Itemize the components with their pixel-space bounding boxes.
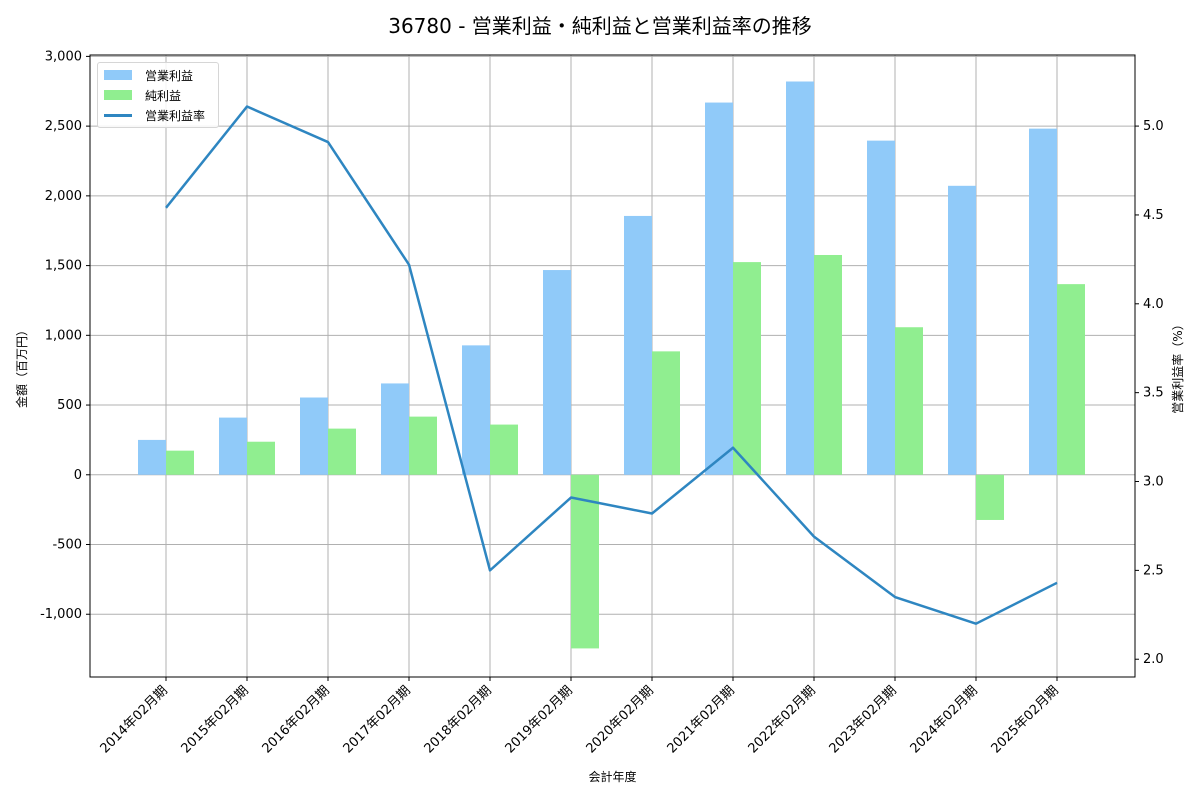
y2-tick-label: 2.0 bbox=[1143, 652, 1164, 667]
x-axis-label: 会計年度 bbox=[588, 769, 636, 784]
y-tick-label: -500 bbox=[52, 538, 82, 553]
y-tick-label: 2,500 bbox=[45, 119, 82, 134]
bar-net-profit bbox=[652, 351, 680, 475]
legend-swatch-net-profit bbox=[104, 90, 132, 100]
x-tick-label: 2023年02月期 bbox=[827, 683, 900, 756]
bar-net-profit bbox=[895, 327, 923, 475]
x-tick-label: 2025年02月期 bbox=[989, 683, 1062, 756]
y-tick-label: 0 bbox=[74, 468, 82, 483]
x-tick-label: 2014年02月期 bbox=[98, 683, 171, 756]
y-tick-label: 2,000 bbox=[45, 189, 82, 204]
bar-net-profit bbox=[328, 428, 356, 475]
bar-operating-profit bbox=[300, 397, 328, 475]
bar-series bbox=[138, 81, 1085, 649]
y-tick-label: 3,000 bbox=[45, 49, 82, 64]
bar-operating-profit bbox=[624, 215, 652, 475]
x-tick-label: 2017年02月期 bbox=[341, 683, 414, 756]
bar-net-profit bbox=[814, 254, 842, 475]
legend-label: 営業利益率 bbox=[145, 108, 206, 123]
bar-operating-profit bbox=[867, 140, 895, 475]
chart-title: 36780 - 営業利益・純利益と営業利益率の推移 bbox=[388, 14, 812, 38]
y2-tick-label: 2.5 bbox=[1143, 563, 1164, 578]
legend-item-operating-profit: 営業利益 bbox=[104, 65, 193, 85]
y2-tick-label: 5.0 bbox=[1143, 119, 1164, 134]
bar-net-profit bbox=[409, 416, 437, 475]
legend-item-operating-margin: 営業利益率 bbox=[104, 105, 205, 125]
axes: -1,000 -500 0 500 1,000 1,500 2,000 2,500 3,000 2… bbox=[14, 49, 1185, 784]
grid-lines bbox=[90, 55, 1135, 677]
bar-net-profit bbox=[976, 474, 1004, 520]
y-tick-label: -1,000 bbox=[40, 607, 82, 622]
x-tick-label: 2020年02月期 bbox=[584, 683, 657, 756]
y-tick-label: 1,500 bbox=[45, 259, 82, 274]
x-tick-label: 2016年02月期 bbox=[260, 683, 333, 756]
x-tick-label: 2024年02月期 bbox=[908, 683, 981, 756]
legend-item-net-profit: 純利益 bbox=[104, 85, 181, 105]
bar-operating-profit bbox=[948, 185, 976, 475]
bar-net-profit bbox=[1057, 284, 1085, 475]
bar-operating-profit bbox=[219, 417, 247, 475]
y2-tick-label: 4.5 bbox=[1143, 208, 1164, 223]
legend-line-operating-margin bbox=[104, 113, 132, 117]
legend-label: 純利益 bbox=[145, 88, 182, 103]
x-tick-label: 2015年02月期 bbox=[179, 683, 252, 756]
x-tick-label: 2022年02月期 bbox=[746, 683, 819, 756]
bar-operating-profit bbox=[138, 439, 166, 475]
line-series bbox=[165, 105, 1058, 625]
bar-net-profit bbox=[247, 441, 275, 475]
x-tick-label: 2021年02月期 bbox=[665, 683, 738, 756]
bar-net-profit bbox=[166, 450, 194, 475]
bar-net-profit bbox=[733, 262, 761, 475]
x-tick-label: 2019年02月期 bbox=[503, 683, 576, 756]
legend-label: 営業利益 bbox=[145, 68, 194, 83]
bar-operating-profit bbox=[786, 81, 814, 475]
x-tick-label: 2018年02月期 bbox=[422, 683, 495, 756]
y-axis-label: 金額（百万円） bbox=[14, 324, 29, 408]
plot-frame bbox=[89, 54, 1136, 678]
y2-tick-label: 3.5 bbox=[1143, 386, 1164, 401]
line-operating-margin bbox=[165, 105, 1058, 625]
bar-operating-profit bbox=[1029, 128, 1057, 475]
bar-net-profit bbox=[490, 424, 518, 475]
legend-swatch-operating-profit bbox=[104, 70, 132, 80]
y2-axis-label: 営業利益率（%） bbox=[1170, 318, 1185, 413]
bar-operating-profit bbox=[705, 102, 733, 475]
bar-operating-profit bbox=[543, 270, 571, 475]
y-tick-label: 500 bbox=[57, 398, 82, 413]
y-tick-label: 1,000 bbox=[45, 328, 82, 343]
bar-operating-profit bbox=[462, 345, 490, 475]
y2-tick-label: 3.0 bbox=[1143, 475, 1164, 490]
y2-tick-label: 4.0 bbox=[1143, 297, 1164, 312]
legend: 営業利益 純利益 営業利益率 bbox=[97, 62, 219, 128]
bar-operating-profit bbox=[381, 383, 409, 475]
bar-net-profit bbox=[571, 474, 599, 649]
